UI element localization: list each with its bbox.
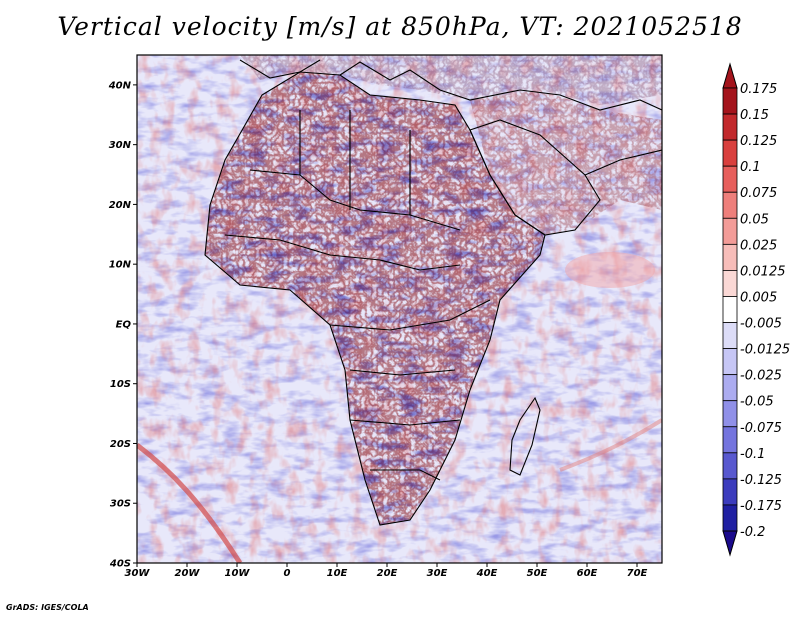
colorbar-box (722, 217, 738, 245)
lat-tick-label: EQ (116, 319, 132, 330)
lat-tick-label: 20N (109, 200, 132, 211)
colorbar-box (722, 113, 738, 141)
colorbar-box (722, 322, 738, 349)
lat-tick-label: 10N (109, 260, 132, 271)
lon-tick-label: 20E (377, 568, 398, 579)
colorbar-label: 0.05 (740, 212, 769, 227)
lon-tick-label: 70E (627, 568, 648, 579)
colorbar-label: 0.175 (740, 82, 777, 97)
colorbar-label: -0.075 (740, 421, 782, 436)
colorbar-top-arrow (722, 62, 738, 89)
colorbar-label: 0.15 (740, 108, 769, 123)
lon-tick-label: 10E (327, 568, 348, 579)
colorbar-label: -0.125 (740, 473, 782, 488)
longitude-axis: 30W 20W 10W 0 10E 20E 30E 40E 50E 60E 70E (125, 563, 648, 579)
lat-tick-label: 40N (108, 80, 132, 91)
lon-tick-label: 0 (284, 568, 291, 579)
colorbar-label: 0.025 (740, 238, 777, 253)
colorbar-box (722, 270, 738, 297)
colorbar-label: -0.2 (740, 525, 765, 540)
lon-tick-label: 40E (476, 568, 498, 579)
colorbar-bottom-arrow (722, 530, 738, 557)
colorbar-label: -0.175 (740, 499, 782, 514)
colorbar-label: 0.0125 (740, 264, 786, 279)
lat-tick-label: 40S (109, 559, 131, 570)
colorbar-box (722, 400, 738, 428)
colorbar-box (722, 165, 738, 193)
coastlines (204, 59, 662, 526)
colorbar-label: -0.0125 (740, 343, 790, 358)
map-frame (136, 54, 663, 564)
colorbar-label: -0.005 (740, 317, 782, 332)
lat-tick-label: 30N (109, 140, 132, 151)
colorbar-box (722, 139, 738, 167)
lat-tick-label: 10S (110, 379, 131, 390)
colorbar-box (722, 478, 738, 506)
colorbar-box (722, 374, 738, 402)
colorbar-label: 0.1 (740, 160, 761, 175)
colorbar-box (722, 243, 738, 271)
colorbar-label: -0.1 (740, 447, 765, 462)
lon-tick-label: 60E (577, 568, 598, 579)
lat-tick-label: 30S (110, 499, 131, 510)
lon-tick-label: 20W (175, 568, 201, 579)
lon-tick-label: 50E (527, 568, 548, 579)
colorbar-label: -0.05 (740, 395, 774, 410)
colorbar-box (722, 426, 738, 454)
colorbar-box (722, 504, 738, 532)
map-title: Vertical velocity [m/s] at 850hPa, VT: 2… (57, 12, 743, 41)
lon-tick-label: 30E (427, 568, 448, 579)
colorbar-label: 0.075 (740, 186, 777, 201)
colorbar-label: -0.025 (740, 369, 782, 384)
latitude-axis: 40N 30N 20N 10N EQ 10S 20S 30S 40S (108, 80, 137, 570)
colorbar-label: 0.125 (740, 134, 777, 149)
lon-tick-label: 10W (225, 568, 251, 579)
colorbar-label: 0.005 (740, 290, 777, 305)
colorbar-box (722, 452, 738, 480)
lon-tick-label: 30W (125, 568, 151, 579)
grads-credit: GrADS: IGES/COLA (6, 603, 89, 612)
colorbar-box (722, 191, 738, 219)
lat-tick-label: 20S (110, 439, 131, 450)
colorbar-box (722, 87, 738, 115)
colorbar-box (722, 296, 738, 323)
colorbar: 0.175 0.15 0.125 0.1 0.075 0.05 0.025 0.0125 0.0… (722, 62, 790, 557)
vertical-velocity-field (137, 55, 662, 563)
colorbar-box (722, 348, 738, 376)
